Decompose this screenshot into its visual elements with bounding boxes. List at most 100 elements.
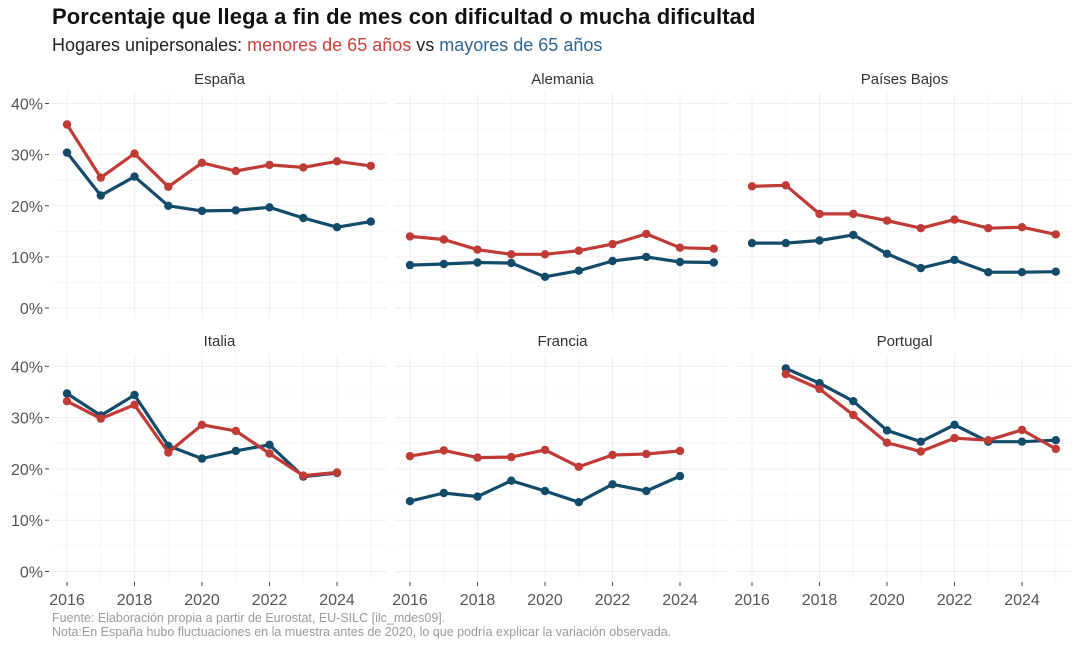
data-point-menores: Países Bajos 2018: 18.4% (815, 209, 824, 219)
data-point-mayores: Países Bajos 2025: 7.1% (1051, 267, 1061, 276)
data-point-menores: España 2017: 25.5% (96, 173, 106, 182)
data-point-mayores: Francia 2019: 17.7% (507, 476, 516, 485)
data-point-mayores: Países Bajos 2016: 12.7% (747, 238, 757, 248)
data-point-menores: Francia 2022: 22.7% (608, 450, 617, 460)
data-point-mayores: Italia 2020: 22% (197, 454, 207, 463)
data-point-mayores: Francia 2021: 13.5% (574, 498, 583, 507)
data-point-mayores: Alemania 2018: 8.9% (473, 258, 482, 267)
y-tick-label: 20% (11, 462, 43, 479)
data-point-menores: España 2022: 28% (265, 160, 274, 170)
data-point-mayores: Francia 2022: 17% (608, 480, 617, 489)
x-tick-label: 2022 (595, 592, 631, 609)
data-point-mayores: España 2023: 17.6% (299, 213, 308, 223)
chart-subtitle: Hogares unipersonales: menores de 65 año… (52, 35, 602, 56)
series-line-menores (408, 232, 716, 256)
x-tick-label: 2016 (734, 592, 770, 609)
x-tick-label: 2020 (184, 592, 220, 609)
data-point-mayores: Portugal 2025: 25.6% (1051, 436, 1061, 445)
panel-title: Italia (204, 333, 236, 350)
data-point-mayores: Países Bajos 2023: 7% (984, 268, 993, 277)
data-point-menores: Portugal 2024: 27.6% (1017, 425, 1027, 435)
data-point-mayores: Francia 2024: 18.6% (675, 471, 685, 481)
data-point-menores: España 2023: 27.5% (299, 163, 308, 172)
data-point-menores: Alemania 2017: 13.4% (439, 235, 448, 244)
data-point-mayores: Alemania 2025: 8.9% (709, 258, 718, 267)
data-point-menores: Francia 2020: 23.7% (540, 445, 550, 455)
y-tick-label: 10% (11, 250, 43, 267)
y-tick-label: 30% (11, 148, 43, 165)
data-point-mayores: Francia 2020: 15.7% (540, 486, 550, 496)
data-point-menores: España 2016: 35.9% (62, 120, 72, 129)
data-point-mayores: Portugal 2020: 27.5% (882, 426, 892, 435)
data-point-mayores: Portugal 2022: 28.6% (950, 420, 959, 429)
panel-title: Alemania (531, 71, 594, 88)
subtitle-prefix: Hogares unipersonales: (52, 35, 248, 55)
panel-title: España (194, 71, 246, 88)
data-point-mayores: Alemania 2016: 8.4% (405, 260, 415, 270)
subtitle-vs: vs (411, 35, 440, 55)
data-point-mayores: España 2016: 30.4% (62, 148, 72, 157)
series-line-menores (750, 183, 1058, 236)
y-tick-label: 10% (11, 513, 43, 530)
x-tick-label: 2024 (319, 592, 355, 609)
data-point-mayores: Alemania 2019: 8.8% (507, 258, 516, 268)
data-point-menores: Italia 2016: 33.2% (62, 397, 72, 406)
data-point-menores: Países Bajos 2022: 17.3% (950, 215, 959, 224)
data-point-mayores: Francia 2016: 13.7% (405, 497, 415, 506)
data-point-menores: Países Bajos 2016: 23.8% (747, 182, 757, 191)
series-line-mayores (408, 255, 716, 279)
data-point-mayores: España 2022: 19.7% (265, 203, 274, 212)
data-point-menores: Francia 2017: 23.6% (439, 446, 448, 455)
y-tick-label: 40% (11, 359, 43, 376)
data-point-mayores: Portugal 2024: 25.3% (1017, 437, 1027, 446)
x-tick-label: 2020 (527, 592, 563, 609)
x-tick-label: 2016 (49, 592, 85, 609)
data-point-mayores: Países Bajos 2024: 7% (1017, 268, 1027, 277)
data-point-menores: España 2020: 28.4% (197, 158, 207, 167)
data-point-menores: Alemania 2024: 11.8% (675, 243, 685, 252)
data-point-mayores: Italia 2021: 23.5% (231, 446, 240, 456)
data-point-menores: Alemania 2023: 14.5% (642, 229, 651, 239)
data-point-mayores: Alemania 2021: 7.3% (574, 266, 583, 275)
chart-title: Porcentaje que llega a fin de mes con di… (52, 4, 756, 29)
data-point-mayores: España 2024: 15.8% (332, 223, 342, 232)
data-point-menores: Alemania 2020: 10.5% (540, 250, 550, 259)
data-point-menores: Italia 2018: 32.5% (130, 400, 139, 409)
data-point-mayores: España 2019: 20% (164, 201, 173, 210)
panel-italia: Italia 0% 10% 20% 30% 40% 2016 2018 2020 2022 2024… (11, 333, 387, 609)
x-tick-label: 2018 (460, 592, 496, 609)
data-point-menores: Alemania 2025: 11.6% (709, 244, 718, 253)
data-point-menores: Portugal 2018: 35.6% (815, 384, 824, 394)
legend-mayores: mayores de 65 años (439, 35, 603, 55)
data-point-mayores: Francia 2017: 15.3% (439, 488, 448, 498)
x-tick-label: 2016 (392, 592, 428, 609)
data-point-menores: Países Bajos 2017: 24% (781, 181, 790, 190)
panel-alemania: Alemania Alemania 2016: 14% Alemania 2017:… (395, 71, 730, 318)
data-point-menores: Portugal 2022: 26% (950, 433, 959, 443)
y-tick-label: 40% (11, 97, 43, 114)
data-point-mayores: España 2017: 22% (96, 191, 106, 200)
data-point-mayores: Italia 2016: 34.7% (62, 389, 72, 398)
data-point-menores: Alemania 2018: 11.4% (473, 245, 482, 254)
series-line-mayores (750, 233, 1058, 274)
data-point-mayores: Países Bajos 2021: 7.8% (916, 263, 925, 273)
data-point-menores: Países Bajos 2021: 15.6% (916, 224, 925, 233)
series-line-menores (65, 122, 373, 189)
data-point-menores: España 2019: 23.7% (164, 182, 173, 191)
data-point-menores: Portugal 2021: 23.4% (916, 447, 925, 456)
data-point-menores: Italia 2021: 27.4% (231, 426, 240, 436)
series-line-mayores (65, 151, 373, 229)
y-tick-label: 30% (11, 411, 43, 428)
data-point-mayores: Países Bajos 2018: 13.2% (815, 236, 824, 245)
panel-paises-bajos: Países Bajos Países Bajos 2016: 23.8% País… (737, 71, 1072, 318)
data-point-menores: Portugal 2020: 25.1% (882, 438, 892, 447)
data-point-mayores: España 2018: 25.7% (130, 172, 139, 181)
data-point-mayores: Países Bajos 2019: 14.3% (849, 230, 858, 240)
data-point-menores: Países Bajos 2019: 18.4% (849, 209, 858, 219)
x-tick-label: 2018 (117, 592, 153, 609)
y-tick-label: 20% (11, 199, 43, 216)
data-point-mayores: Francia 2018: 14.6% (473, 492, 482, 501)
panel-title: Países Bajos (861, 71, 949, 88)
data-point-menores: España 2021: 26.8% (231, 166, 240, 176)
y-tick-label: 0% (20, 565, 43, 582)
